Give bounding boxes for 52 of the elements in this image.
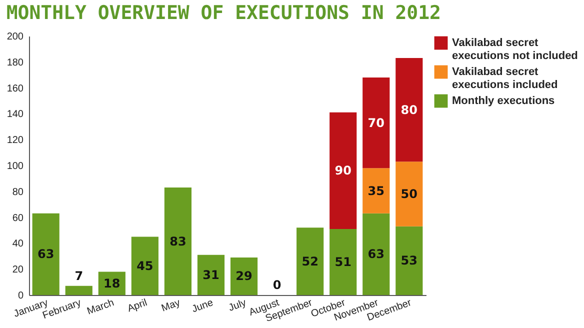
x-tick-label: June [190, 297, 216, 316]
data-label: 35 [368, 184, 384, 198]
y-tick-label: 80 [12, 186, 24, 198]
bar [296, 228, 324, 295]
data-label: 18 [104, 276, 120, 290]
data-label: 51 [334, 254, 352, 269]
bar [396, 58, 423, 162]
chart-title: MONTHLY OVERVIEW OF EXECUTIONS IN 2012 [6, 2, 442, 24]
x-tick-label: April [126, 298, 149, 315]
x-tick-label: May [160, 298, 182, 314]
x-tick-label: July [227, 298, 248, 314]
bar [396, 162, 423, 226]
bar [362, 77, 390, 168]
data-label: 0 [272, 278, 282, 292]
bar [362, 213, 390, 295]
y-tick-label: 60 [12, 212, 24, 224]
legend-label: Vakilabad secret executions not included [452, 37, 578, 62]
data-label: 70 [368, 116, 384, 130]
data-label: 90 [334, 164, 352, 178]
legend-label: Monthly executions [452, 95, 555, 107]
data-label: 80 [400, 102, 418, 117]
y-tick-label: 40 [12, 238, 24, 250]
y-tick-label: 20 [12, 264, 24, 276]
y-tick-label: 0 [18, 290, 24, 302]
bar [164, 188, 192, 295]
y-tick-label: 120 [6, 135, 24, 146]
bar [396, 226, 423, 295]
x-tick-label: March [86, 298, 116, 318]
bar [230, 257, 258, 295]
y-tick-label: 160 [6, 83, 24, 94]
bar [330, 112, 357, 229]
data-label: 63 [37, 247, 54, 262]
data-label: 63 [368, 247, 384, 262]
data-label: 31 [202, 268, 220, 282]
bar [197, 254, 225, 295]
data-label: 45 [136, 258, 154, 273]
data-label: 50 [400, 186, 418, 201]
bar [330, 228, 357, 295]
data-label: 53 [400, 254, 418, 268]
bar [65, 286, 92, 295]
y-tick-label: 200 [6, 32, 24, 42]
y-tick-label: 180 [6, 57, 24, 68]
bar [32, 213, 60, 295]
y-tick-label: 140 [6, 109, 24, 120]
data-label: 29 [236, 269, 252, 284]
data-label: 83 [170, 234, 186, 248]
legend-label: Vakilabad secret executions included [452, 66, 558, 91]
data-label: 7 [74, 268, 84, 283]
data-label: 52 [302, 254, 318, 268]
bar [362, 168, 390, 214]
bar [131, 236, 158, 295]
y-tick-label: 100 [6, 161, 24, 172]
